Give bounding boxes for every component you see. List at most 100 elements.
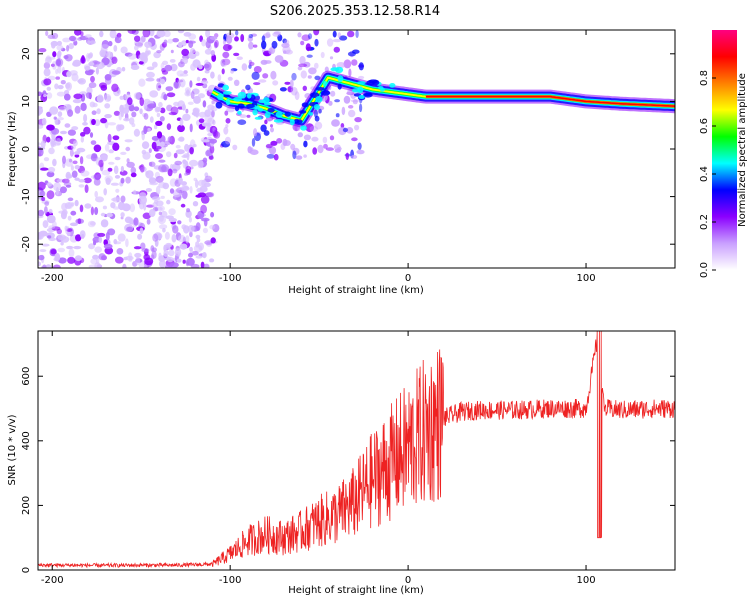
- noise-blob: [128, 252, 133, 260]
- noise-blob: [183, 225, 190, 234]
- noise-blob: [182, 113, 191, 122]
- colorbar-tick-label: 0.0: [699, 262, 710, 278]
- noise-blob: [67, 215, 72, 221]
- ridge-spot: [368, 79, 379, 84]
- noise-blob: [253, 66, 262, 73]
- ridge-spot: [264, 111, 271, 119]
- noise-blob: [158, 181, 167, 189]
- noise-blob: [104, 144, 110, 152]
- noise-blob: [177, 30, 185, 34]
- noise-blob: [174, 160, 182, 166]
- ridge-spot: [358, 95, 365, 99]
- noise-blob: [236, 56, 243, 60]
- noise-blob: [42, 220, 49, 229]
- noise-blob: [184, 87, 191, 94]
- noise-blob: [320, 51, 325, 59]
- noise-blob: [204, 48, 212, 55]
- noise-blob: [146, 204, 155, 208]
- noise-blob: [55, 68, 59, 75]
- noise-blob: [67, 109, 74, 117]
- noise-blob: [153, 51, 161, 59]
- noise-blob: [251, 138, 256, 147]
- noise-blob: [158, 211, 162, 216]
- noise-blob: [189, 231, 193, 238]
- noise-blob: [335, 113, 340, 118]
- noise-blob: [306, 54, 313, 58]
- noise-blob: [46, 182, 53, 187]
- ridge-spot: [246, 103, 255, 109]
- noise-blob: [80, 132, 86, 137]
- noise-blob: [146, 71, 155, 78]
- noise-blob: [339, 35, 348, 41]
- noise-blob: [193, 95, 201, 104]
- noise-blob: [204, 69, 210, 74]
- noise-blob: [273, 153, 279, 161]
- noise-blob: [66, 45, 70, 52]
- noise-blob: [285, 49, 293, 55]
- noise-blob: [74, 30, 82, 36]
- noise-blob: [220, 59, 226, 67]
- noise-blob: [56, 44, 64, 51]
- noise-blob: [79, 230, 86, 239]
- snr-x-label: Height of straight line (km): [288, 585, 424, 596]
- noise-blob: [144, 50, 149, 57]
- noise-blob: [139, 227, 144, 235]
- noise-blob: [147, 127, 151, 132]
- noise-blob: [222, 51, 230, 59]
- noise-blob: [142, 30, 151, 38]
- noise-blob: [64, 123, 71, 128]
- noise-blob: [202, 227, 208, 234]
- noise-blob: [56, 91, 66, 97]
- noise-blob: [93, 144, 102, 153]
- ridge-spot: [237, 110, 242, 115]
- noise-blob: [351, 59, 358, 66]
- noise-blob: [355, 30, 359, 38]
- noise-blob: [116, 248, 124, 255]
- ridge-spot: [380, 88, 385, 92]
- noise-blob: [204, 109, 212, 117]
- noise-blob: [71, 126, 79, 131]
- noise-blob: [139, 164, 145, 173]
- noise-blob: [158, 159, 166, 163]
- noise-blob: [210, 50, 215, 56]
- noise-blob: [166, 123, 172, 130]
- noise-blob: [46, 171, 55, 178]
- noise-blob: [251, 71, 260, 80]
- noise-blob: [305, 123, 315, 133]
- noise-blob: [130, 172, 137, 178]
- noise-blob: [211, 109, 215, 118]
- noise-blob: [164, 64, 173, 72]
- noise-blob: [141, 131, 145, 141]
- noise-blob: [163, 249, 169, 257]
- noise-blob: [74, 199, 79, 207]
- noise-blob: [84, 65, 91, 71]
- noise-blob: [47, 235, 52, 239]
- noise-blob: [126, 161, 135, 168]
- noise-blob: [145, 77, 155, 82]
- ridge-spot: [267, 108, 275, 113]
- noise-blob: [249, 61, 255, 66]
- noise-blob: [325, 147, 334, 151]
- x-tick-label: -200: [41, 575, 64, 586]
- ridge-spot: [389, 83, 396, 88]
- ridge-spot: [330, 67, 340, 72]
- noise-blob: [167, 168, 173, 177]
- noise-blob: [91, 118, 96, 126]
- noise-blob: [44, 56, 52, 64]
- noise-blob: [90, 258, 98, 265]
- x-tick-label: 0: [405, 273, 411, 284]
- noise-blob: [131, 111, 137, 118]
- noise-blob: [186, 151, 190, 161]
- noise-blob: [89, 40, 96, 45]
- noise-blob: [78, 179, 86, 183]
- noise-blob: [64, 93, 71, 101]
- noise-blob: [290, 86, 298, 96]
- noise-blob: [107, 228, 116, 236]
- noise-blob: [268, 47, 273, 55]
- noise-blob: [202, 252, 207, 259]
- noise-blob: [247, 36, 253, 42]
- snr-panel: -200 -100 0 100 0 200 400 600 Height of straig…: [7, 330, 676, 596]
- ridge-spot: [252, 109, 258, 116]
- noise-blob: [235, 30, 239, 36]
- noise-blob: [87, 220, 96, 228]
